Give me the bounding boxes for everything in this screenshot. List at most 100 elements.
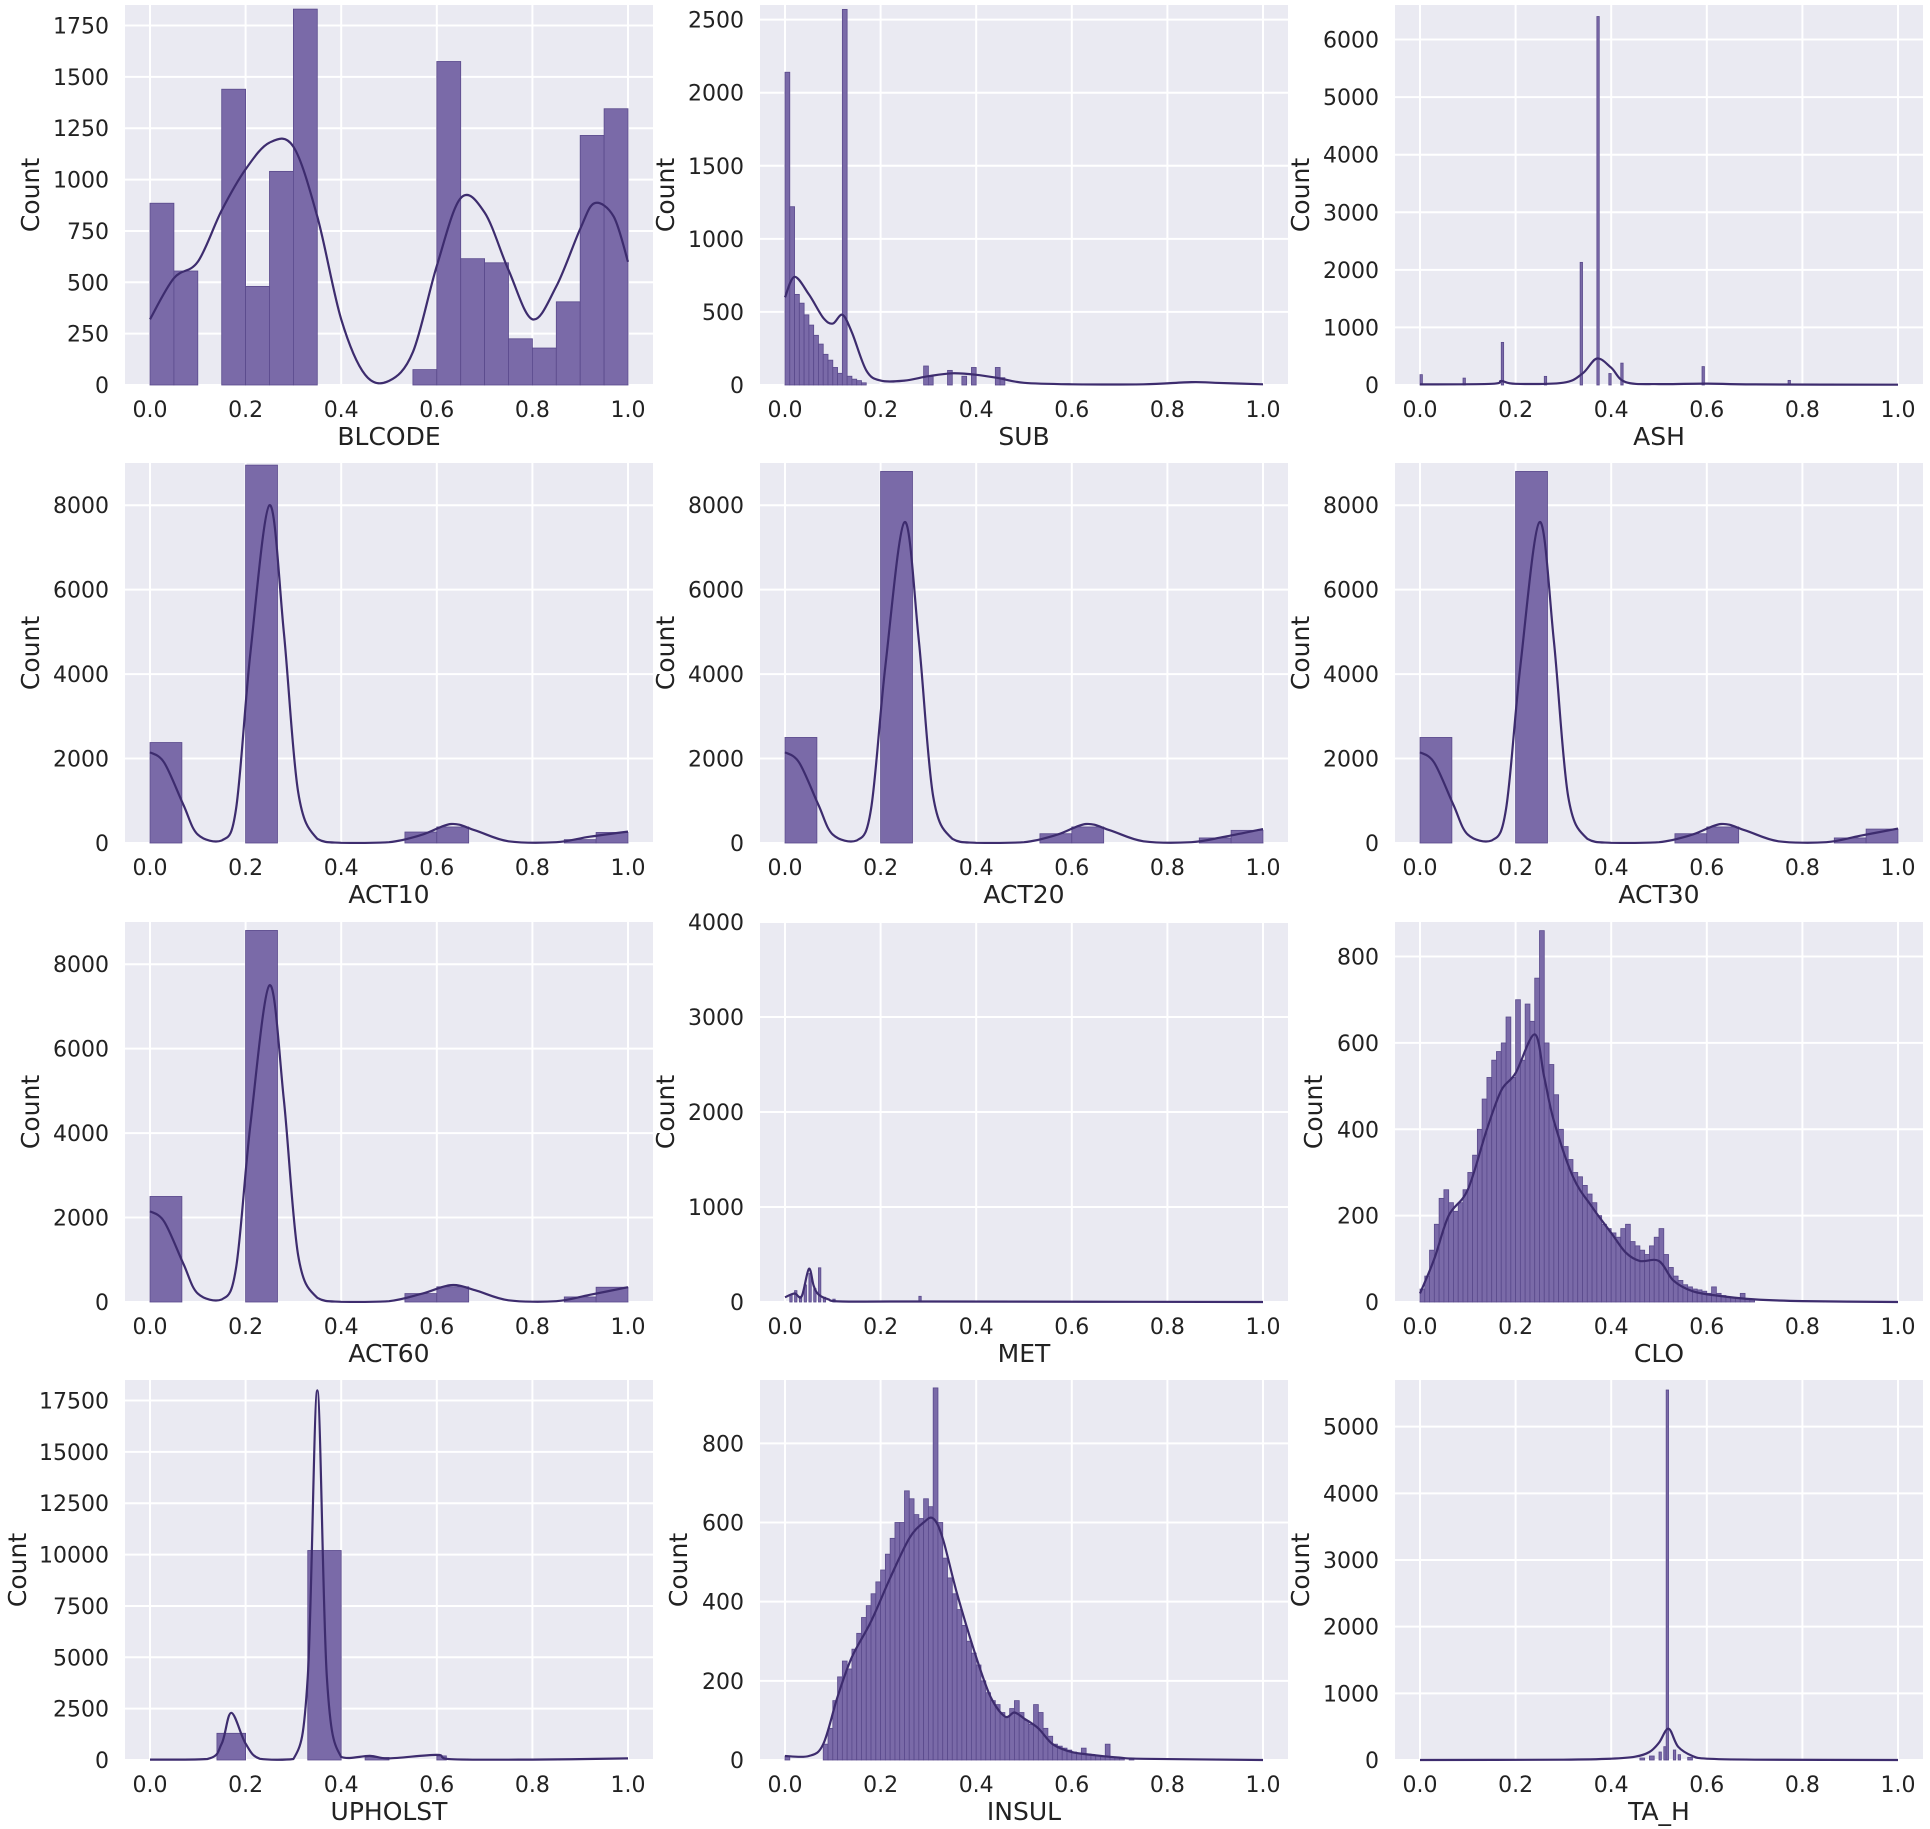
y-tick-label: 0 xyxy=(730,832,744,857)
y-axis-label: Count xyxy=(651,1075,680,1149)
x-tick-label: 0.4 xyxy=(324,398,359,423)
x-tick-label: 0.0 xyxy=(768,856,803,881)
x-tick-label: 0.6 xyxy=(1054,1773,1089,1798)
x-axis-label: TA_H xyxy=(1627,1797,1690,1826)
histogram-bar xyxy=(1663,1254,1669,1303)
y-tick-label: 1000 xyxy=(688,228,744,253)
x-tick-label: 0.0 xyxy=(133,856,168,881)
histogram-bars xyxy=(149,8,629,386)
histogram-bar xyxy=(1539,930,1545,1303)
x-tick-label: 1.0 xyxy=(1881,856,1916,881)
histogram-bar xyxy=(818,1267,822,1303)
histogram-bar xyxy=(856,1632,862,1761)
x-axis-label: ACT10 xyxy=(348,880,429,909)
x-tick-label: 0.4 xyxy=(1594,398,1629,423)
histogram-bar xyxy=(269,170,294,386)
x-axis-label: ACT20 xyxy=(983,880,1064,909)
histogram-bar xyxy=(1563,1146,1569,1303)
y-tick-label: 0 xyxy=(730,1291,744,1316)
histogram-bar xyxy=(1649,1755,1655,1761)
histogram-bar xyxy=(1023,1720,1030,1761)
y-tick-label: 10000 xyxy=(39,1544,109,1569)
histogram-bar xyxy=(1706,826,1740,844)
x-tick-label: 1.0 xyxy=(611,398,646,423)
histogram-bar xyxy=(436,826,470,844)
y-tick-label: 0 xyxy=(95,832,109,857)
y-tick-label: 500 xyxy=(702,301,744,326)
subplot-upholst: 0.0 0.2 0.4 0.6 0.8 1.0 0 2500 5000 7500 10000 1250… xyxy=(3,1380,653,1826)
histogram-bar xyxy=(956,1609,963,1761)
histogram-bar xyxy=(856,380,862,386)
histogram-bar xyxy=(1433,1223,1440,1303)
x-tick-label: 0.4 xyxy=(324,1315,359,1340)
kde-curve xyxy=(1419,357,1899,386)
kde-curve xyxy=(149,504,629,845)
x-tick-label: 0.6 xyxy=(1689,856,1724,881)
x-tick-label: 1.0 xyxy=(611,1773,646,1798)
y-tick-label: 12500 xyxy=(39,1492,109,1517)
y-tick-label: 17500 xyxy=(39,1390,109,1415)
histogram-bar xyxy=(822,1743,829,1761)
x-tick-label: 0.8 xyxy=(1150,856,1185,881)
x-tick-label: 0.2 xyxy=(863,1773,898,1798)
y-tick-label: 0 xyxy=(95,1291,109,1316)
y-tick-label: 600 xyxy=(1337,1032,1379,1057)
y-tick-label: 5000 xyxy=(1323,86,1379,111)
histogram-bar xyxy=(837,372,843,386)
subplot-clo: 0.0 0.2 0.4 0.6 0.8 1.0 0 200 400 600 800 CLO Count xyxy=(1299,922,1923,1368)
histogram-bar xyxy=(508,338,533,386)
x-tick-label: 0.6 xyxy=(419,1773,454,1798)
plot-area xyxy=(125,1380,653,1760)
gridlines xyxy=(1395,5,1923,386)
y-tick-label: 250 xyxy=(67,323,109,348)
x-tick-label: 0.4 xyxy=(324,856,359,881)
plot-area xyxy=(125,463,653,843)
x-tick-label: 0.0 xyxy=(1403,398,1438,423)
y-tick-label: 8000 xyxy=(688,494,744,519)
histogram-bar xyxy=(851,378,858,386)
histogram-bars xyxy=(1419,471,1899,844)
histogram-bar xyxy=(1491,1059,1497,1303)
y-tick-label: 0 xyxy=(730,374,744,399)
histogram-bar xyxy=(1649,1245,1655,1303)
y-tick-label: 6000 xyxy=(53,579,109,604)
y-axis-label: Count xyxy=(651,616,680,690)
histogram-bar xyxy=(861,382,867,386)
histogram-bar xyxy=(292,8,318,386)
histogram-bar xyxy=(1519,1059,1526,1303)
x-tick-label: 0.2 xyxy=(1498,856,1533,881)
y-axis-label: Count xyxy=(16,1075,45,1149)
histogram-bar xyxy=(1462,1189,1469,1303)
x-tick-label: 0.2 xyxy=(228,398,263,423)
histogram-bar xyxy=(1582,1185,1588,1303)
histogram-bar xyxy=(918,1518,925,1761)
histogram-bar xyxy=(808,324,815,386)
kde-curve xyxy=(149,137,630,385)
y-axis-label: Count xyxy=(16,158,45,232)
kde-curve xyxy=(1419,520,1899,845)
x-tick-label: 0.8 xyxy=(1785,1773,1820,1798)
histogram-bar xyxy=(579,135,605,386)
plot-area xyxy=(125,922,653,1302)
y-axis-label: Count xyxy=(664,1533,693,1607)
y-tick-label: 8000 xyxy=(53,953,109,978)
y-tick-label: 1000 xyxy=(1323,1682,1379,1707)
y-tick-label: 0 xyxy=(1365,832,1379,857)
gridlines xyxy=(125,1380,653,1761)
histogram-bar xyxy=(532,347,557,386)
histogram-bar xyxy=(1529,1020,1536,1303)
x-tick-label: 0.8 xyxy=(1785,398,1820,423)
y-axis-label: Count xyxy=(1286,158,1315,232)
x-tick-label: 0.2 xyxy=(863,398,898,423)
histogram-bars xyxy=(784,8,1006,386)
histogram-bar xyxy=(555,301,581,386)
x-tick-label: 0.8 xyxy=(1150,1773,1185,1798)
x-tick-label: 0.8 xyxy=(1785,856,1820,881)
y-tick-label: 0 xyxy=(730,1749,744,1774)
histogram-bar xyxy=(937,1522,944,1761)
histogram-bar xyxy=(1443,1189,1450,1303)
histogram-bar xyxy=(1071,826,1105,844)
x-tick-label: 0.2 xyxy=(1498,398,1533,423)
histogram-bar xyxy=(1620,362,1624,386)
x-tick-label: 0.8 xyxy=(1150,398,1185,423)
